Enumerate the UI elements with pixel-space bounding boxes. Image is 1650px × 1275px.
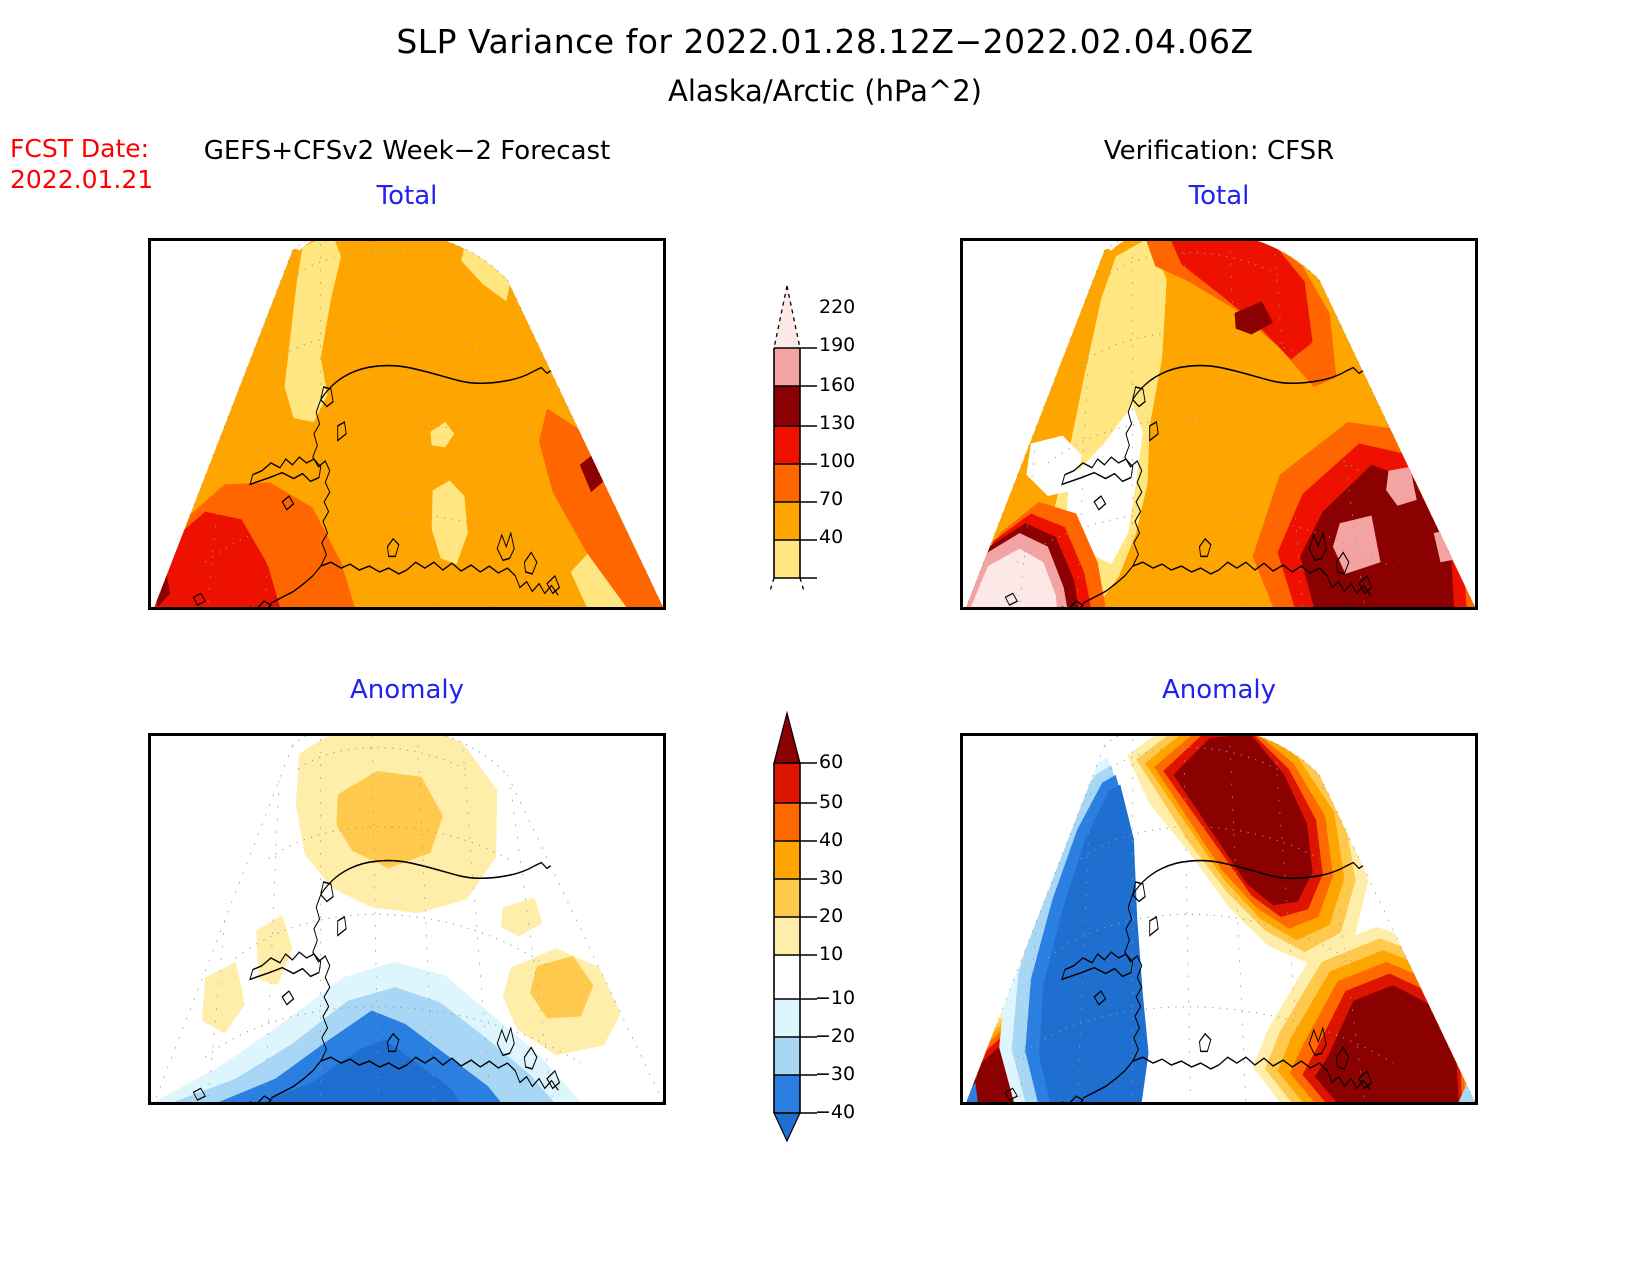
- colorbar-anomaly-tick-10: 10: [819, 943, 844, 965]
- colorbar-anomaly-tick-minus10: −10: [815, 987, 856, 1009]
- colorbar-anomaly-tick-30: 30: [819, 867, 844, 889]
- map-panel-bottom-left[interactable]: [148, 733, 666, 1105]
- colorbar-total-tick-100: 100: [819, 450, 856, 472]
- colorbar-total-tick-190: 190: [819, 334, 856, 356]
- colorbar-anomaly-tick-60: 60: [819, 751, 844, 773]
- contour-map-anomaly-verification: [965, 736, 1475, 1102]
- colorbar-anomaly-tick-20: 20: [819, 905, 844, 927]
- panel-label-bottom-left: Anomaly: [349, 675, 465, 705]
- page-subtitle: Alaska/Arctic (hPa^2): [668, 74, 982, 108]
- colorbar-anomaly-tick-minus20: −20: [815, 1025, 856, 1047]
- panel-label-top-right: Total: [1188, 181, 1250, 211]
- right-column-header: Verification: CFSR: [1103, 136, 1335, 166]
- contour-map-anomaly-forecast: [153, 736, 663, 1102]
- colorbar-total-svg: [762, 285, 817, 615]
- colorbar-anomaly-svg: [773, 710, 817, 1143]
- forecast-date-block: FCST Date: 2022.01.21: [10, 133, 180, 195]
- map-panel-bottom-right[interactable]: [960, 733, 1478, 1105]
- colorbar-total[interactable]: 220 190 160 130 100 70 40: [745, 262, 875, 615]
- left-column-header: GEFS+CFSv2 Week−2 Forecast: [203, 136, 611, 166]
- map-panel-top-left[interactable]: [148, 238, 666, 610]
- colorbar-total-tick-130: 130: [819, 412, 856, 434]
- contour-map-total-verification: [965, 241, 1475, 607]
- colorbar-anomaly[interactable]: 60 50 40 30 20 10 −10 −20 −30 −40: [745, 705, 875, 1145]
- colorbar-anomaly-tick-50: 50: [819, 791, 844, 813]
- colorbar-anomaly-tick-minus30: −30: [815, 1063, 856, 1085]
- map-panel-top-right[interactable]: [960, 238, 1478, 610]
- colorbar-total-tick-160: 160: [819, 374, 856, 396]
- colorbar-total-tick-70: 70: [819, 488, 844, 510]
- colorbar-anomaly-tick-40: 40: [819, 829, 844, 851]
- colorbar-total-tick-220: 220: [819, 296, 856, 318]
- colorbar-anomaly-tick-minus40: −40: [815, 1101, 856, 1123]
- forecast-date-value: 2022.01.21: [10, 165, 154, 194]
- forecast-date-label: FCST Date:: [10, 134, 150, 163]
- panel-label-top-left: Total: [376, 181, 438, 211]
- page-title: SLP Variance for 2022.01.28.12Z−2022.02.…: [396, 22, 1254, 61]
- contour-map-total-forecast: [153, 241, 663, 607]
- colorbar-total-tick-40: 40: [819, 526, 844, 548]
- panel-label-bottom-right: Anomaly: [1161, 675, 1277, 705]
